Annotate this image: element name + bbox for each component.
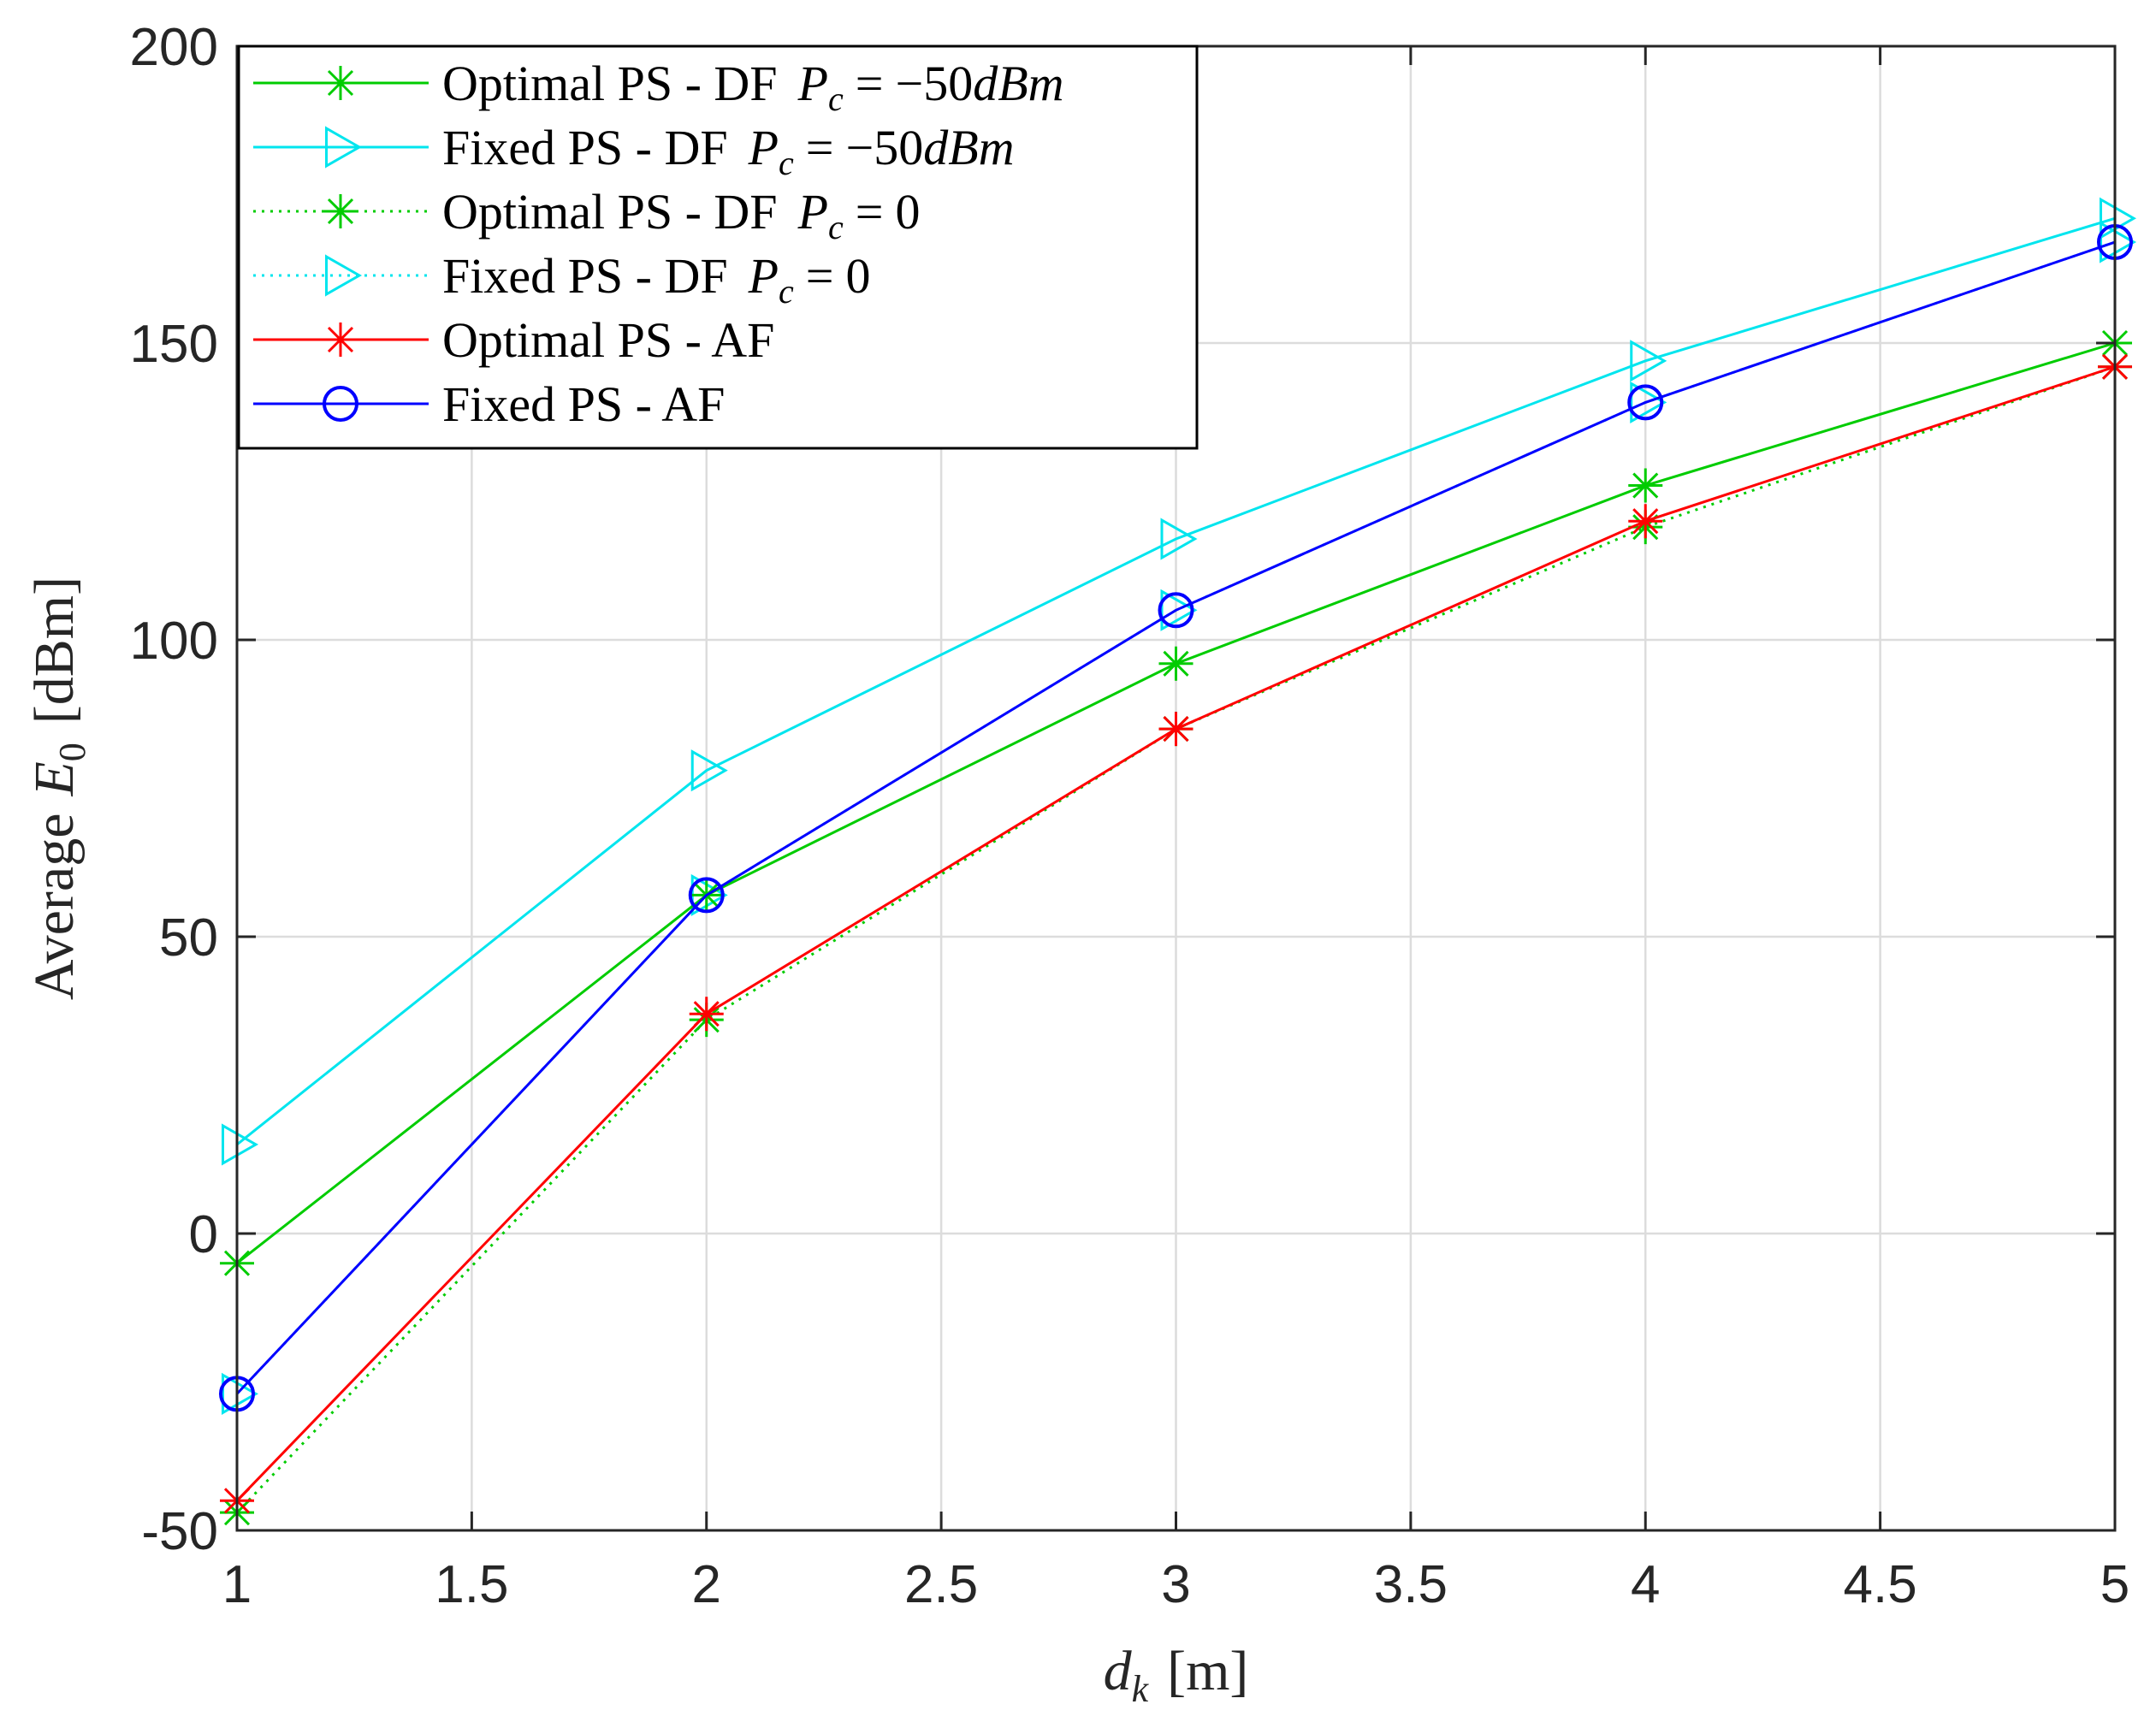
data-point <box>1630 381 1667 423</box>
series-line <box>236 216 2116 1146</box>
data-point <box>688 877 725 914</box>
data-point <box>1158 712 1194 747</box>
x-axis-label-sub: k <box>1132 1668 1150 1710</box>
legend-box <box>237 44 1199 450</box>
data-point <box>2100 221 2137 263</box>
x-tick-label: 4 <box>1631 1555 1660 1614</box>
data-point <box>222 1123 259 1166</box>
data-point <box>1158 592 1194 629</box>
legend-entry: Fixed PS - DF Pc = −50dBm <box>253 120 1015 182</box>
data-point <box>1628 504 1663 539</box>
axis-ticks: 1 1.5 2 2.5 3 3.5 4 4.5 5 -50 0 50 100 150 200 <box>130 18 2130 1614</box>
legend-marker <box>325 126 363 169</box>
legend-marker <box>323 194 358 228</box>
x-axis-label-var: d <box>1104 1640 1133 1702</box>
data-point <box>1160 518 1198 560</box>
legend-label: Optimal PS - DF Pc = 0 <box>442 184 920 246</box>
data-point <box>1158 646 1194 681</box>
legend-label: Optimal PS - AF <box>442 312 774 368</box>
legend-marker <box>323 323 358 357</box>
data-point <box>1160 589 1198 631</box>
data-point <box>689 997 724 1032</box>
series-2 <box>222 197 2137 1166</box>
x-tick-label: 5 <box>2100 1555 2129 1614</box>
x-tick-label: 1.5 <box>435 1555 508 1614</box>
x-tick-label: 4.5 <box>1844 1555 1917 1614</box>
y-tick-label: 200 <box>130 18 218 77</box>
legend-marker <box>323 386 358 422</box>
x-tick-label: 1 <box>222 1555 252 1614</box>
y-axis-label-var: E <box>23 761 86 796</box>
y-tick-label: -50 <box>141 1502 218 1561</box>
legend-marker <box>323 66 358 100</box>
data-point <box>222 1372 259 1415</box>
legend-label: Optimal PS - DF Pc = −50dBm <box>442 56 1064 118</box>
x-tick-label: 3.5 <box>1374 1555 1448 1614</box>
y-tick-label: 150 <box>130 315 218 374</box>
y-tick-label: 50 <box>159 908 218 968</box>
legend-entry: Fixed PS - AF <box>253 376 725 432</box>
data-point <box>1627 384 1664 421</box>
x-axis-label-unit: [m] <box>1167 1640 1248 1702</box>
legend-entry: Fixed PS - DF Pc = 0 <box>253 248 871 311</box>
y-tick-label: 100 <box>130 612 218 671</box>
plot-series <box>219 197 2137 1530</box>
legend-entry: Optimal PS - DF Pc = −50dBm <box>253 56 1064 118</box>
y-axis-label-unit: [dBm] <box>23 577 86 724</box>
data-point <box>1630 340 1667 382</box>
y-tick-label: 0 <box>189 1205 218 1264</box>
x-tick-label: 3 <box>1161 1555 1190 1614</box>
data-point <box>1628 468 1663 503</box>
x-tick-label: 2 <box>692 1555 721 1614</box>
series-line <box>235 240 2116 1395</box>
y-axis-label: Average E0 [dBm] <box>23 577 93 1000</box>
y-axis-label-sub: 0 <box>51 743 93 761</box>
data-point <box>690 749 728 792</box>
data-point <box>2100 197 2137 240</box>
legend-label: Fixed PS - AF <box>442 376 725 432</box>
legend-entry: Optimal PS - DF Pc = 0 <box>253 184 920 246</box>
x-axis-label: dk [m] <box>1104 1640 1249 1710</box>
legend-marker <box>325 254 363 297</box>
x-tick-label: 2.5 <box>904 1555 978 1614</box>
y-axis-label-prefix: Average <box>23 814 86 1001</box>
legend-label: Fixed PS - DF Pc = −50dBm <box>442 120 1015 182</box>
legend-entry: Optimal PS - AF <box>253 312 774 368</box>
legend-label: Fixed PS - DF Pc = 0 <box>442 248 871 311</box>
